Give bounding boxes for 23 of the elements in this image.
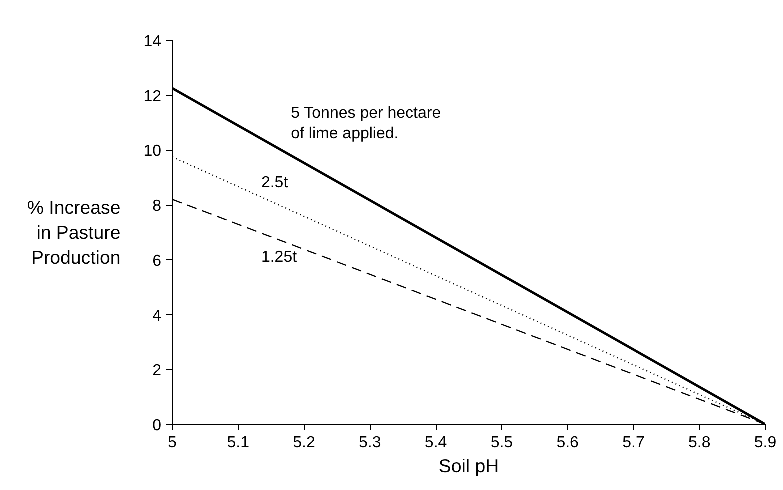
y-tick-label: 2 xyxy=(152,362,162,380)
x-tick-label: 5.4 xyxy=(424,434,448,452)
y-tick-label: 0 xyxy=(152,418,162,434)
x-tick-label: 5 xyxy=(168,434,178,452)
y-tick-label: 4 xyxy=(152,308,162,325)
x-tick-label: 5.6 xyxy=(556,434,580,452)
series-label: 2.5t xyxy=(261,174,289,192)
y-axis-title: % Increase in Pasture Production xyxy=(27,196,121,268)
x-tick-label: 5.8 xyxy=(688,434,711,452)
x-tick-label: 5.3 xyxy=(359,434,382,452)
x-tick-label: 5.9 xyxy=(754,434,777,452)
x-tick-label: 5.7 xyxy=(622,434,645,452)
y-tick-label: 6 xyxy=(152,252,162,270)
x-tick-label: 5.5 xyxy=(490,434,514,452)
y-tick-label: 10 xyxy=(144,143,162,160)
series-label: 1.25t xyxy=(261,248,298,266)
y-tick-label: 14 xyxy=(144,34,162,50)
y-tick-label: 12 xyxy=(144,88,162,106)
y-tick-label: 8 xyxy=(152,198,162,216)
x-tick-label: 5.1 xyxy=(227,434,250,452)
series-label: 5 Tonnes per hectare of lime applied. xyxy=(291,105,442,142)
x-tick-label: 5.2 xyxy=(293,434,316,452)
x-axis-title: Soil pH xyxy=(438,456,500,476)
